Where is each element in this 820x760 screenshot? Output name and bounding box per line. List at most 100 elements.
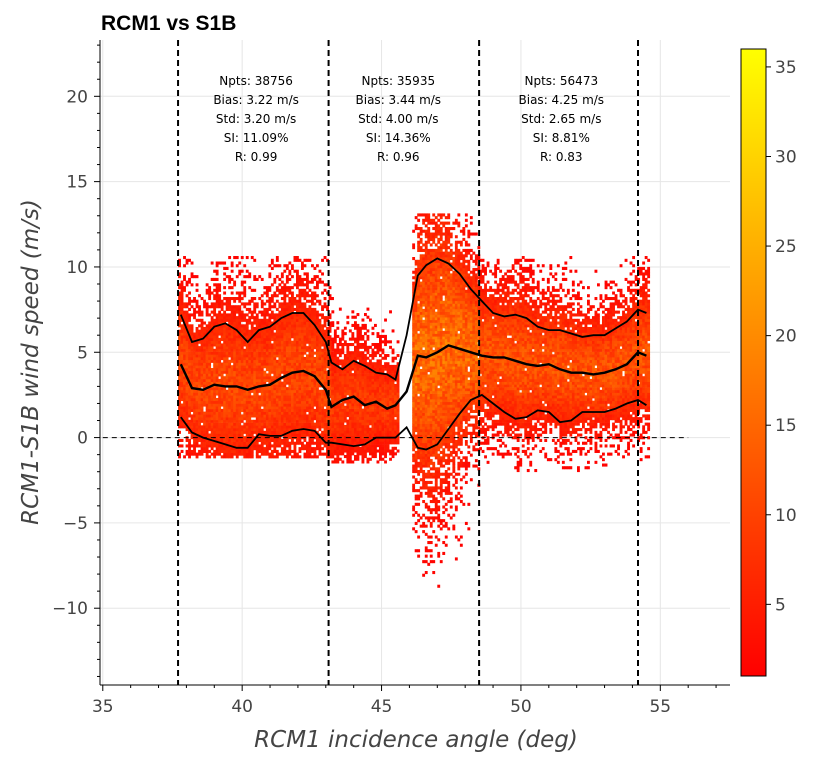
density-cell <box>381 392 385 396</box>
density-cell <box>336 403 340 407</box>
density-cell <box>361 381 365 385</box>
density-cell <box>215 392 219 396</box>
density-cell <box>248 447 252 451</box>
density-cell <box>233 310 237 314</box>
density-cell <box>273 384 277 388</box>
density-cell <box>275 343 279 347</box>
density-cell <box>356 345 360 349</box>
density-cell <box>354 370 357 374</box>
density-cell <box>250 362 254 366</box>
density-cell <box>263 307 267 311</box>
density-cell <box>265 428 269 432</box>
density-cell <box>265 389 269 393</box>
density-cell <box>343 332 347 336</box>
density-cell <box>205 389 209 393</box>
density-cell <box>240 414 244 418</box>
density-cell <box>275 351 279 355</box>
density-cell <box>270 395 274 399</box>
density-cell <box>210 398 214 402</box>
density-cell <box>225 346 229 350</box>
density-cell <box>293 302 297 306</box>
density-cell <box>263 357 267 361</box>
density-cell <box>326 327 329 331</box>
density-cell <box>235 403 239 407</box>
density-cell <box>265 343 269 347</box>
density-cell <box>285 444 289 448</box>
density-cell <box>419 478 423 482</box>
density-cell <box>275 348 279 352</box>
density-cell <box>228 329 232 333</box>
density-cell <box>228 398 232 402</box>
density-cell <box>323 370 327 374</box>
density-cell <box>235 406 239 410</box>
density-cell <box>313 365 317 369</box>
density-cell <box>218 395 222 399</box>
density-cell <box>288 381 292 385</box>
density-cell <box>376 334 380 338</box>
density-cell <box>313 370 317 374</box>
density-cell <box>306 408 309 412</box>
density-cell <box>417 519 421 523</box>
density-cell <box>250 348 254 352</box>
density-cell <box>303 389 307 393</box>
density-cell <box>333 386 337 390</box>
density-cell <box>215 433 219 437</box>
density-cell <box>180 395 184 399</box>
density-cell <box>323 376 327 380</box>
density-cell <box>296 430 299 434</box>
density-cell <box>248 368 252 372</box>
density-cell <box>306 449 309 453</box>
density-cell <box>412 284 416 288</box>
density-cell <box>301 368 304 372</box>
density-cell <box>275 299 279 303</box>
density-cell <box>248 425 252 429</box>
density-cell <box>364 345 367 349</box>
density-cell <box>338 348 342 352</box>
density-cell <box>296 294 299 298</box>
density-cell <box>326 444 329 448</box>
density-cell <box>185 414 189 418</box>
density-cell <box>248 340 252 344</box>
density-cell <box>331 323 335 327</box>
density-cell <box>270 283 274 287</box>
density-cell <box>265 392 269 396</box>
density-cell <box>203 425 206 429</box>
density-cell <box>298 438 302 442</box>
density-cell <box>200 400 204 404</box>
density-cell <box>371 425 375 429</box>
density-cell <box>233 256 237 260</box>
density-cell <box>316 395 319 399</box>
density-cell <box>288 419 292 423</box>
density-cell <box>391 433 395 437</box>
density-cell <box>391 446 395 450</box>
density-cell <box>233 406 237 410</box>
density-cell <box>180 343 184 347</box>
density-cell <box>308 414 312 418</box>
density-cell <box>200 329 204 333</box>
density-cell <box>215 354 219 358</box>
density-cell <box>293 368 297 372</box>
density-cell <box>270 337 274 341</box>
density-cell <box>412 513 416 517</box>
density-cell <box>313 318 317 322</box>
density-cell <box>240 340 244 344</box>
density-cell <box>323 430 327 434</box>
density-cell <box>243 288 247 292</box>
density-cell <box>311 291 314 295</box>
density-cell <box>384 386 387 390</box>
density-cell <box>268 436 272 440</box>
density-cell <box>278 340 282 344</box>
density-cell <box>260 318 264 322</box>
density-cell <box>417 442 421 446</box>
density-cell <box>318 299 322 303</box>
density-cell <box>233 428 237 432</box>
density-cell <box>369 446 372 450</box>
density-cell <box>240 351 244 355</box>
density-cell <box>245 433 249 437</box>
density-cell <box>265 340 269 344</box>
density-cell <box>293 351 297 355</box>
density-cell <box>346 381 350 385</box>
density-cell <box>230 425 234 429</box>
density-cell <box>233 392 237 396</box>
density-cell <box>203 392 206 396</box>
